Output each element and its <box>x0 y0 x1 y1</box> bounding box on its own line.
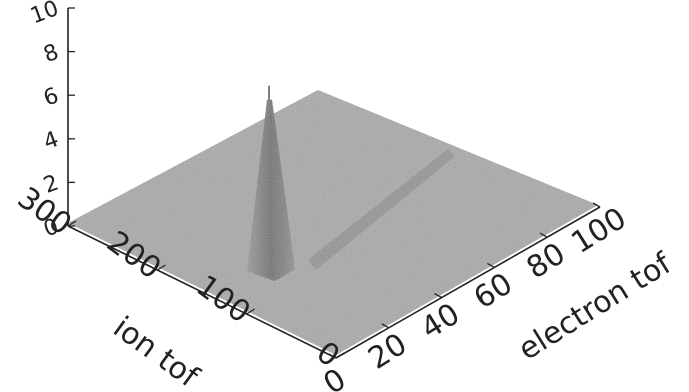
z-tick-label: 8 <box>40 40 62 68</box>
electron-axis-line <box>335 206 601 359</box>
z-tick-label: 4 <box>40 127 62 155</box>
ion-tick-mark <box>335 352 345 359</box>
electron-tick-mark <box>381 323 390 329</box>
ridge <box>308 148 455 270</box>
z-tick-label: 10 <box>27 0 62 29</box>
ion-tick-mark <box>156 264 166 271</box>
ion-tick-mark <box>67 220 77 227</box>
ion-axis-label: ion tof <box>106 310 205 392</box>
peak <box>247 99 296 282</box>
electron-tick-mark <box>539 232 548 238</box>
ion-tick-mark <box>246 308 256 315</box>
electron-tick-mark <box>328 353 337 359</box>
surface-features <box>247 85 455 282</box>
electron-tick-mark <box>592 202 601 208</box>
surface-plane <box>68 90 598 355</box>
electron-tick-mark <box>434 293 442 299</box>
electron-tick-mark <box>487 262 495 268</box>
z-tick-label: 6 <box>40 83 62 111</box>
ion-axis-line <box>67 225 337 359</box>
